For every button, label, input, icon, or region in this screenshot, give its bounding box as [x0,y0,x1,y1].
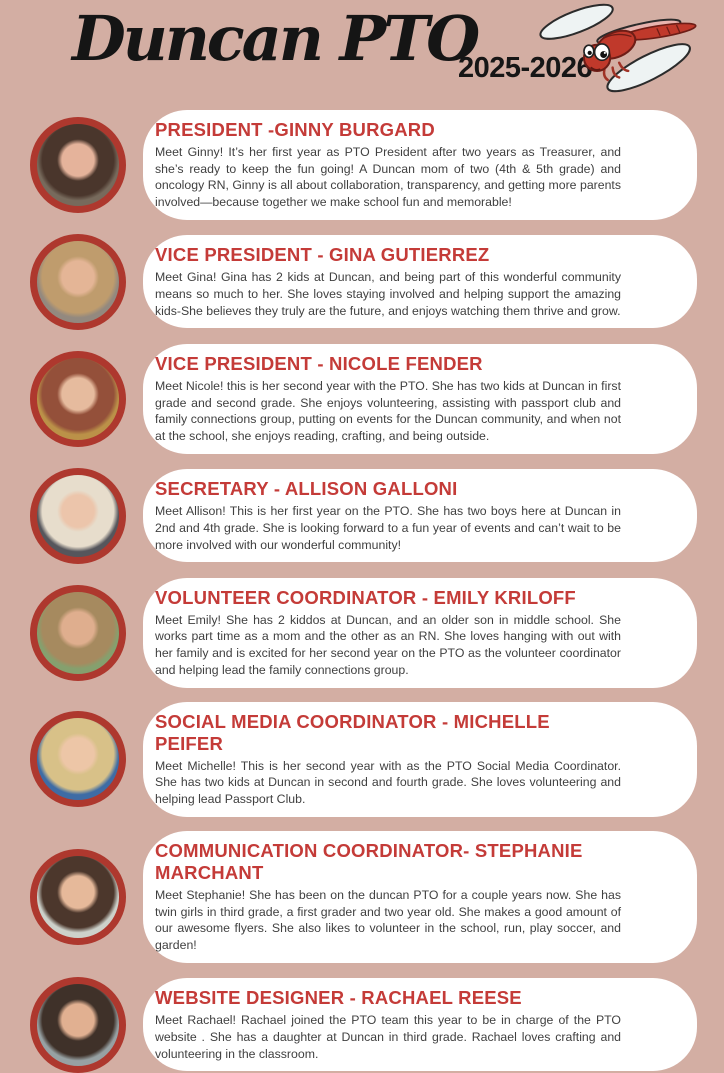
member-card: VICE PRESIDENT - GINA GUTIERREZ Meet Gin… [143,235,697,329]
member-row: VICE PRESIDENT - NICOLE FENDER Meet Nico… [30,343,697,454]
member-row: VOLUNTEER COORDINATOR - EMILY KRILOFF Me… [30,577,697,688]
member-role-name: SECRETARY - ALLISON GALLONI [155,478,458,500]
member-card: VOLUNTEER COORDINATOR - EMILY KRILOFF Me… [143,577,697,688]
member-role-name: VICE PRESIDENT - NICOLE FENDER [155,352,483,374]
member-bio: Meet Stephanie! She has been on the dunc… [155,887,621,952]
member-photo [30,116,126,213]
dragonfly-logo-icon [539,3,697,93]
member-photo [30,848,126,945]
page-header: Duncan PTO 2025-2026 [0,0,724,104]
member-row: PRESIDENT -GINNY BURGARD Meet Ginny! It’… [30,110,697,220]
member-card: WEBSITE DESIGNER - RACHAEL REESE Meet Ra… [143,978,697,1072]
school-year: 2025-2026 [458,52,593,84]
member-row: SOCIAL MEDIA COORDINATOR - MICHELLE PEIF… [30,701,697,817]
member-card: COMMUNICATION COORDINATOR- STEPHANIE MAR… [143,830,697,963]
member-list: PRESIDENT -GINNY BURGARD Meet Ginny! It’… [0,104,724,1073]
member-bio: Meet Ginny! It’s her first year as PTO P… [155,145,621,210]
member-photo [30,976,126,1073]
member-photo [30,350,126,447]
member-row: SECRETARY - ALLISON GALLONI Meet Allison… [30,467,697,564]
member-photo [30,233,126,330]
member-bio: Meet Nicole! this is her second year wit… [155,378,621,444]
member-bio: Meet Gina! Gina has 2 kids at Duncan, an… [155,270,621,318]
member-bio: Meet Michelle! This is her second year w… [155,758,621,807]
member-row: WEBSITE DESIGNER - RACHAEL REESE Meet Ra… [30,976,697,1073]
member-role-name: WEBSITE DESIGNER - RACHAEL REESE [155,987,522,1009]
member-photo [30,711,126,808]
member-role-name: SOCIAL MEDIA COORDINATOR - MICHELLE PEIF… [155,710,550,754]
member-photo [30,584,126,681]
member-bio: Meet Allison! This is her first year on … [155,504,621,552]
member-role-name: VOLUNTEER COORDINATOR - EMILY KRILOFF [155,586,576,608]
member-bio: Meet Rachael! Rachael joined the PTO tea… [155,1013,621,1061]
member-bio: Meet Emily! She has 2 kiddos at Duncan, … [155,612,621,677]
member-role-name: VICE PRESIDENT - GINA GUTIERREZ [155,244,490,266]
member-card: SECRETARY - ALLISON GALLONI Meet Allison… [143,469,697,563]
member-row: COMMUNICATION COORDINATOR- STEPHANIE MAR… [30,830,697,963]
member-row: VICE PRESIDENT - GINA GUTIERREZ Meet Gin… [30,233,697,330]
member-role-name: PRESIDENT -GINNY BURGARD [155,119,435,140]
page-title: Duncan PTO [72,2,480,75]
member-card: PRESIDENT -GINNY BURGARD Meet Ginny! It’… [143,110,697,220]
member-card: VICE PRESIDENT - NICOLE FENDER Meet Nico… [143,343,697,454]
member-role-name: COMMUNICATION COORDINATOR- STEPHANIE MAR… [155,839,583,883]
member-photo [30,467,126,564]
member-card: SOCIAL MEDIA COORDINATOR - MICHELLE PEIF… [143,701,697,817]
